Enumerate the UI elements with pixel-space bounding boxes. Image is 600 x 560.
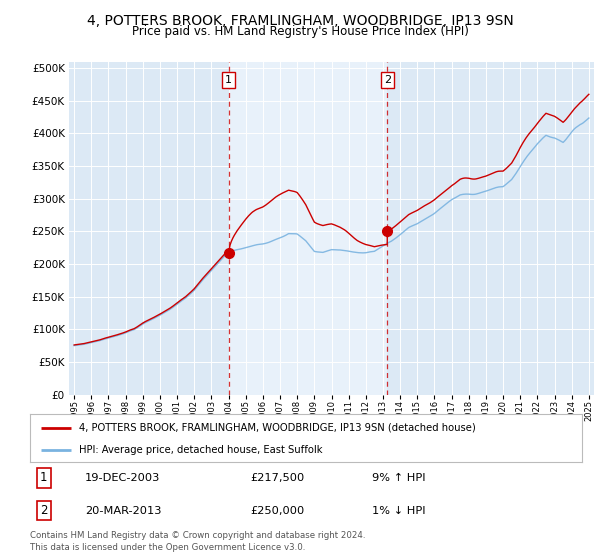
Text: 1: 1 <box>40 471 47 484</box>
Text: This data is licensed under the Open Government Licence v3.0.: This data is licensed under the Open Gov… <box>30 543 305 552</box>
Text: 9% ↑ HPI: 9% ↑ HPI <box>372 473 426 483</box>
Bar <box>229 62 387 395</box>
Text: 2: 2 <box>40 504 47 517</box>
Text: 20-MAR-2013: 20-MAR-2013 <box>85 506 162 516</box>
Text: 1: 1 <box>225 75 232 85</box>
Text: HPI: Average price, detached house, East Suffolk: HPI: Average price, detached house, East… <box>79 445 322 455</box>
Text: 1% ↓ HPI: 1% ↓ HPI <box>372 506 426 516</box>
Text: £217,500: £217,500 <box>251 473 305 483</box>
Text: 4, POTTERS BROOK, FRAMLINGHAM, WOODBRIDGE, IP13 9SN (detached house): 4, POTTERS BROOK, FRAMLINGHAM, WOODBRIDG… <box>79 423 475 433</box>
Text: 2: 2 <box>383 75 391 85</box>
Text: Price paid vs. HM Land Registry's House Price Index (HPI): Price paid vs. HM Land Registry's House … <box>131 25 469 38</box>
Text: 19-DEC-2003: 19-DEC-2003 <box>85 473 161 483</box>
Text: Contains HM Land Registry data © Crown copyright and database right 2024.: Contains HM Land Registry data © Crown c… <box>30 531 365 540</box>
Text: £250,000: £250,000 <box>251 506 305 516</box>
Text: 4, POTTERS BROOK, FRAMLINGHAM, WOODBRIDGE, IP13 9SN: 4, POTTERS BROOK, FRAMLINGHAM, WOODBRIDG… <box>86 14 514 28</box>
